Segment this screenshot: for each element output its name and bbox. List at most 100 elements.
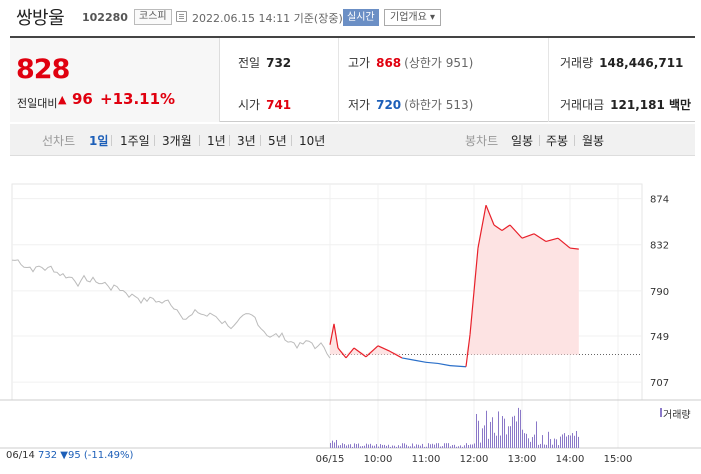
volume-bar [526,433,527,448]
volume-bar [432,443,433,448]
x-tick-label: 13:00 [508,454,537,465]
volume-bar [362,446,363,448]
volume-bar [412,443,413,448]
price-segment [545,237,559,243]
volume-bar [356,444,357,448]
timestamp: 2022.06.15 14:11 기준(장중) [192,12,343,25]
volume-bar [388,444,389,448]
volume-bar [538,444,539,448]
volume-bar [520,409,521,448]
chart-grid [0,183,701,449]
current-price: 828 [16,54,70,85]
low-price: 저가 720 (하한가 513) [348,96,473,113]
volume-bar [418,444,419,448]
volume-bar [410,446,411,448]
volume-bar [550,439,551,448]
price-chart[interactable]: 874 832 790 749 707 06/15 10:00 11:00 12:00 13:0… [0,170,701,474]
volume-bar [514,415,515,448]
volume-bar [508,426,509,448]
volume-bar [478,420,479,448]
prev-day-close: 732 [38,450,58,461]
volume-bar [564,433,565,448]
calendar-icon [176,11,187,22]
prev-close-value: 732 [266,56,292,70]
price-segment [413,359,427,363]
upper-limit: (상한가 951) [404,56,474,70]
realtime-button[interactable]: 실시간 [343,9,379,26]
volume-bar [488,438,489,448]
price-segment [437,362,451,367]
volume-bar [428,443,429,448]
volume-bar [548,431,549,448]
candle-monthly[interactable]: 월봉 [582,134,605,148]
lower-limit: (하한가 513) [404,98,474,112]
volume-bar [378,446,379,448]
company-overview-button[interactable]: 기업개요 ▾ [384,9,441,26]
prev-close-label: 전일 [238,56,261,70]
stock-name: 쌍방울 [16,8,65,29]
line-chart-label: 선차트 [42,134,76,148]
volume-bar [364,445,365,448]
volume-bar [370,443,371,448]
price-segment [493,224,503,231]
volume-bar [342,443,343,448]
period-1y[interactable]: 1년 [207,134,226,148]
volume-bar [434,444,435,448]
price-segment [485,204,495,226]
volume-bar [386,445,387,448]
price-segment [557,237,571,249]
period-3y[interactable]: 3년 [237,134,256,148]
volume-bar [400,446,401,448]
period-1d[interactable]: 1일 [89,134,109,148]
volume-bar [426,446,427,448]
volume-bar [556,439,557,448]
volume-bar [348,444,349,448]
volume-bar [344,444,345,448]
amount-label: 거래대금 [560,98,605,112]
volume-bar [420,445,421,448]
period-3m[interactable]: 3개월 [162,134,192,148]
volume-bar [532,437,533,448]
volume-bar [496,435,497,448]
period-5y[interactable]: 5년 [268,134,287,148]
volume-legend-icon [660,408,662,417]
volume-bar [502,416,503,448]
open-label: 시가 [238,98,261,112]
volume-bar [332,440,333,448]
volume-bar [524,433,525,448]
current-price-box: 828 전일대비 ▲ 96 +13.11% [10,38,220,122]
period-1w[interactable]: 1주일 [120,134,150,148]
price-area-fill [330,205,579,355]
volume-bar [458,446,459,448]
market-badge: 코스피 [134,9,172,25]
separator [291,135,292,146]
separator [111,135,112,146]
divider [338,38,339,122]
volume-bar [352,446,353,448]
volume-bar [552,444,553,448]
volume-bar [414,446,415,448]
volume-bar [516,421,517,448]
volume-bar [512,416,513,448]
x-tick-label: 12:00 [460,454,489,465]
candle-weekly[interactable]: 주봉 [546,134,569,148]
volume-bar [566,436,567,448]
trading-amount: 거래대금 121,181 백만 [560,96,691,113]
volume-bar [464,445,465,448]
price-segment [465,334,471,367]
volume-bar [450,446,451,448]
price-segment [533,233,547,242]
volume-bar [382,444,383,448]
prev-day-series [11,259,331,359]
volume-bar [574,435,575,448]
volume-bar [546,444,547,448]
separator [154,135,155,146]
volume-bar [570,435,571,448]
volume: 거래량 148,446,711 [560,54,683,71]
y-tick-label: 832 [650,241,669,252]
volume-bar [390,446,391,448]
volume-bar [476,413,477,448]
period-10y[interactable]: 10년 [299,134,326,148]
candle-daily[interactable]: 일봉 [511,134,534,148]
price-segment [377,345,391,352]
